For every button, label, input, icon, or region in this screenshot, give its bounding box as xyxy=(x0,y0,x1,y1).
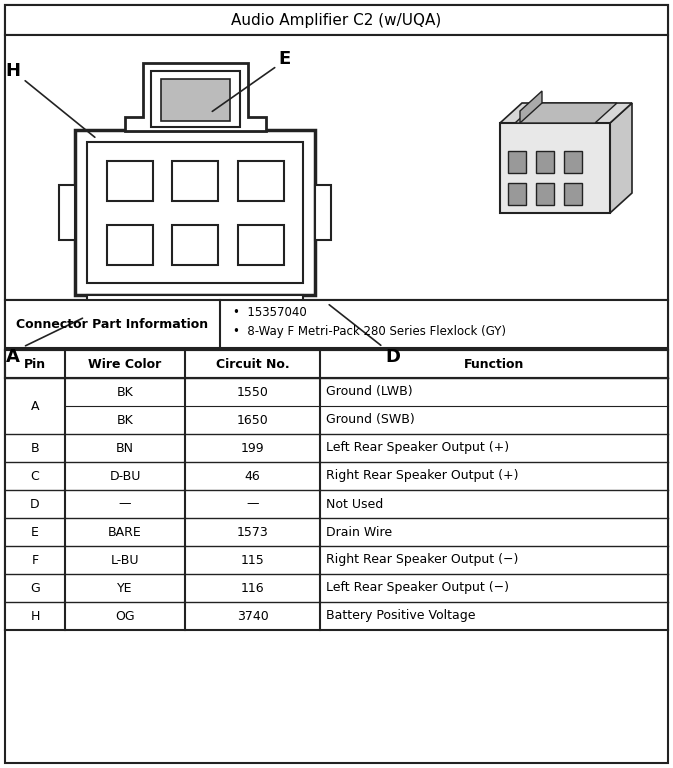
Bar xyxy=(5,350,668,378)
Bar xyxy=(172,161,218,201)
Text: —: — xyxy=(246,498,258,511)
Bar xyxy=(536,151,554,173)
Text: 1573: 1573 xyxy=(237,525,269,538)
Bar xyxy=(5,35,668,300)
Bar xyxy=(59,185,75,240)
Bar xyxy=(238,311,268,323)
Bar xyxy=(508,151,526,173)
Text: Pin: Pin xyxy=(24,357,46,370)
Text: H: H xyxy=(5,62,20,80)
Bar xyxy=(122,311,152,323)
Text: BK: BK xyxy=(116,413,133,426)
Bar xyxy=(500,123,610,213)
Text: 1650: 1650 xyxy=(237,413,269,426)
Polygon shape xyxy=(125,63,266,131)
Bar xyxy=(5,300,668,348)
Text: D: D xyxy=(386,348,400,366)
Bar xyxy=(5,462,668,490)
Bar xyxy=(315,185,331,240)
Text: 3740: 3740 xyxy=(237,610,269,623)
Text: H: H xyxy=(30,610,40,623)
Text: 1550: 1550 xyxy=(237,386,269,399)
Text: BARE: BARE xyxy=(108,525,142,538)
Text: C: C xyxy=(31,469,40,482)
Bar xyxy=(564,183,582,205)
Text: —: — xyxy=(118,498,131,511)
Bar xyxy=(75,130,315,295)
Polygon shape xyxy=(610,103,632,213)
Bar xyxy=(238,161,283,201)
Text: Function: Function xyxy=(464,357,524,370)
Text: E: E xyxy=(31,525,39,538)
Bar xyxy=(508,183,526,205)
Text: G: G xyxy=(30,581,40,594)
Bar xyxy=(536,183,554,205)
Bar xyxy=(5,378,668,434)
Bar xyxy=(87,295,303,311)
Text: •  8-Way F Metri-Pack 280 Series Flexlock (GY): • 8-Way F Metri-Pack 280 Series Flexlock… xyxy=(233,326,506,339)
Text: Circuit No.: Circuit No. xyxy=(215,357,289,370)
Polygon shape xyxy=(520,91,542,123)
Polygon shape xyxy=(161,79,230,121)
Text: 46: 46 xyxy=(244,469,260,482)
Text: •  15357040: • 15357040 xyxy=(233,306,307,319)
Text: Left Rear Speaker Output (−): Left Rear Speaker Output (−) xyxy=(326,581,509,594)
Text: 199: 199 xyxy=(241,442,264,455)
Text: Right Rear Speaker Output (+): Right Rear Speaker Output (+) xyxy=(326,469,518,482)
Text: 116: 116 xyxy=(241,581,264,594)
Text: D-BU: D-BU xyxy=(109,469,141,482)
Bar xyxy=(5,490,668,518)
Polygon shape xyxy=(151,71,240,127)
Text: B: B xyxy=(31,442,39,455)
Text: E: E xyxy=(279,50,291,68)
Bar xyxy=(5,5,668,35)
Text: Ground (SWB): Ground (SWB) xyxy=(326,413,415,426)
Text: Wire Color: Wire Color xyxy=(88,357,162,370)
Bar xyxy=(5,546,668,574)
Text: Drain Wire: Drain Wire xyxy=(326,525,392,538)
Text: A: A xyxy=(31,399,39,412)
Text: Not Used: Not Used xyxy=(326,498,383,511)
Bar xyxy=(5,574,668,602)
Bar xyxy=(238,225,283,265)
Bar xyxy=(5,434,668,462)
Text: L-BU: L-BU xyxy=(111,554,139,567)
Text: Audio Amplifier C2 (w/UQA): Audio Amplifier C2 (w/UQA) xyxy=(231,12,441,28)
Text: OG: OG xyxy=(115,610,135,623)
Polygon shape xyxy=(515,103,617,123)
Bar xyxy=(106,225,153,265)
Text: D: D xyxy=(30,498,40,511)
Polygon shape xyxy=(500,103,632,123)
Text: Battery Positive Voltage: Battery Positive Voltage xyxy=(326,610,476,623)
Text: Connector Part Information: Connector Part Information xyxy=(16,317,208,330)
Text: Left Rear Speaker Output (+): Left Rear Speaker Output (+) xyxy=(326,442,509,455)
Text: Right Rear Speaker Output (−): Right Rear Speaker Output (−) xyxy=(326,554,518,567)
Bar xyxy=(5,602,668,630)
Text: BK: BK xyxy=(116,386,133,399)
Text: BN: BN xyxy=(116,442,134,455)
Text: F: F xyxy=(32,554,38,567)
Bar xyxy=(172,225,218,265)
Bar xyxy=(564,151,582,173)
Text: A: A xyxy=(6,348,20,366)
Text: YE: YE xyxy=(117,581,133,594)
Text: 115: 115 xyxy=(241,554,264,567)
Bar xyxy=(87,142,303,283)
Text: Ground (LWB): Ground (LWB) xyxy=(326,386,413,399)
Bar xyxy=(5,518,668,546)
Bar xyxy=(106,161,153,201)
